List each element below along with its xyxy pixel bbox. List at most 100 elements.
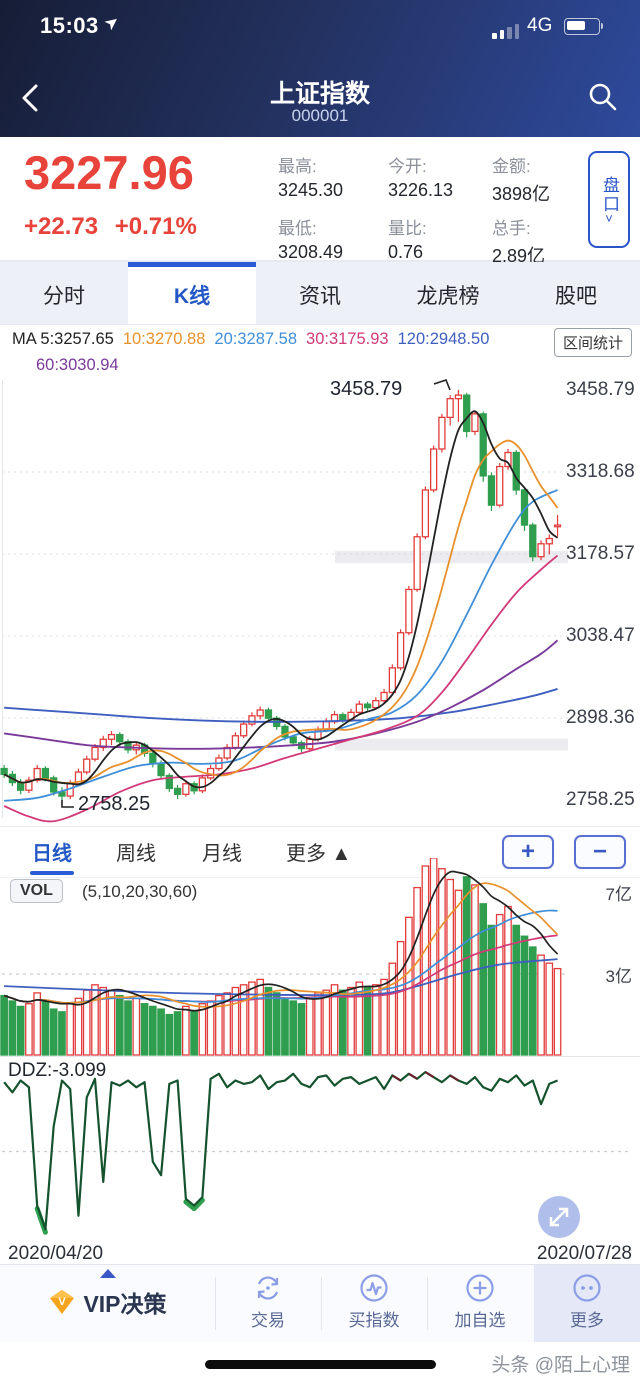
- stat-amount: 金额: 3898亿: [492, 157, 551, 204]
- vol-indicator-button[interactable]: VOL: [10, 879, 63, 903]
- stat-open: 今开: 3226.13: [388, 157, 454, 200]
- bottom-strip: 头条 @陌上心理: [0, 1342, 640, 1385]
- bottom-nav: V VIP决策 交易 买指数 加自选 更多: [0, 1264, 640, 1343]
- tab-forum[interactable]: 股吧: [555, 285, 597, 308]
- period-more[interactable]: 更多 ▲: [286, 843, 352, 865]
- date-axis: 2020/04/20 2020/07/28: [0, 1243, 640, 1264]
- axis-label-3: 3178.57: [566, 543, 635, 564]
- main-tabs: 分时 K线 资讯 龙虎榜 股吧: [0, 262, 640, 325]
- svg-text:V: V: [59, 1296, 67, 1308]
- signal-strength-icon: [492, 23, 519, 39]
- vol-ma-line: [3, 882, 559, 1008]
- stock-code: 000001: [291, 106, 349, 125]
- peak-pointer: [433, 379, 451, 391]
- pankou-button[interactable]: 盘口 ˅: [588, 151, 630, 248]
- nav-label: 更多: [570, 1311, 604, 1330]
- stat-volume-ratio: 量比: 0.76: [388, 219, 427, 262]
- volume-header: VOL (5,10,20,30,60) 7亿: [0, 878, 640, 908]
- back-button[interactable]: [16, 78, 48, 118]
- gap-band: [335, 738, 568, 751]
- search-button[interactable]: [586, 80, 620, 114]
- nav-divider: [427, 1277, 428, 1330]
- ma120-value: 120:2948.50: [397, 330, 490, 348]
- ma60-value: 60:3030.94: [36, 356, 119, 374]
- change-value: +22.73: [24, 213, 99, 240]
- vol-params: (5,10,20,30,60): [82, 882, 198, 901]
- ma-line: [3, 439, 559, 784]
- axis-label-4: 3038.47: [566, 625, 635, 646]
- end-date: 2020/07/28: [536, 1243, 632, 1264]
- zoom-in-button[interactable]: +: [502, 835, 554, 869]
- volume-bars: [0, 858, 562, 1056]
- nav-label: 买指数: [348, 1311, 400, 1330]
- pankou-label: 盘口: [600, 175, 619, 214]
- candles: [0, 390, 562, 801]
- ma10-value: 10:3270.88: [122, 330, 206, 348]
- ma-line: [4, 688, 558, 723]
- volume-axis-max: 7亿: [605, 885, 632, 904]
- expand-icon: [549, 1207, 569, 1227]
- tab-news[interactable]: 资讯: [299, 285, 341, 308]
- page-title: 上证指数: [269, 80, 370, 108]
- period-monthly[interactable]: 月线: [202, 843, 242, 865]
- change-percent: +0.71%: [114, 213, 197, 240]
- vip-decision-button[interactable]: V VIP决策: [0, 1265, 215, 1343]
- ma-legend: MA 5:3257.65 10:3270.88 20:3287.58 30:3175.…: [0, 325, 640, 378]
- fullscreen-button[interactable]: [538, 1196, 580, 1238]
- ddz-value-label: DDZ:-3.099: [8, 1060, 107, 1081]
- axis-label-5: 2898.36: [566, 707, 635, 728]
- location-arrow-icon: ➤: [100, 10, 124, 35]
- battery-icon: [564, 18, 603, 35]
- vip-diamond-icon: V: [50, 1290, 75, 1314]
- current-price: 3227.96: [24, 146, 194, 199]
- nav-item-add-watchlist[interactable]: 加自选: [427, 1265, 533, 1343]
- axis-label-6: 2758.25: [566, 789, 635, 810]
- period-weekly[interactable]: 周线: [116, 843, 156, 865]
- ma5-value: MA 5:3257.65: [12, 330, 114, 348]
- search-icon: [589, 83, 617, 111]
- nav-item-more[interactable]: 更多: [534, 1265, 640, 1343]
- candlestick-chart-svg[interactable]: [0, 374, 640, 824]
- ma20-value: 20:3287.58: [214, 330, 298, 348]
- zoom-out-button[interactable]: −: [574, 835, 626, 869]
- chevron-left-icon: [22, 84, 38, 112]
- peak-annotation: 3458.79: [330, 378, 403, 400]
- price-change: +22.73 +0.71%: [24, 213, 197, 241]
- stat-total-hands: 总手: 2.89亿: [492, 219, 546, 266]
- ma-line: [3, 554, 559, 823]
- axis-label-1: 3458.79: [566, 379, 635, 400]
- volume-chart-svg[interactable]: [0, 858, 640, 1057]
- ma-line: [3, 410, 559, 789]
- ma-line: [4, 489, 558, 802]
- tab-dragon-tiger[interactable]: 龙虎榜: [416, 285, 480, 308]
- plus-icon: [466, 1274, 494, 1302]
- range-stats-button[interactable]: 区间统计: [553, 328, 632, 357]
- vip-label: VIP决策: [83, 1291, 167, 1317]
- status-time: 15:03: [40, 13, 99, 38]
- axis-label-2: 3318.68: [566, 461, 635, 482]
- watermark: 头条 @陌上心理: [491, 1355, 630, 1376]
- period-daily[interactable]: 日线: [30, 837, 74, 875]
- ddz-line: [3, 1070, 558, 1231]
- main-chart[interactable]: 3458.79 3318.68 3178.57 3038.47 2898.36 …: [0, 374, 640, 824]
- tab-kline[interactable]: K线: [128, 262, 256, 324]
- chevron-down-icon: ˅: [605, 210, 613, 226]
- ma-line: [3, 639, 559, 750]
- ddz-chart-svg[interactable]: [0, 1057, 640, 1243]
- nav-label: 加自选: [454, 1311, 506, 1330]
- nav-item-trade[interactable]: 交易: [215, 1265, 321, 1343]
- quote-panel: 3227.96 +22.73 +0.71% 最高: 3245.30 今开: 3226…: [0, 137, 640, 266]
- stat-high: 最高: 3245.30: [278, 157, 344, 200]
- low-pointer: [61, 800, 74, 808]
- vip-expand-arrow-icon: [100, 1269, 116, 1278]
- nav-item-buy-index[interactable]: 买指数: [321, 1265, 427, 1343]
- more-icon: [573, 1274, 601, 1302]
- home-indicator[interactable]: [205, 1360, 436, 1369]
- exchange-icon: [257, 1276, 279, 1300]
- app-header: 15:03 ➤ 4G 上证指数 000001: [0, 0, 640, 137]
- low-annotation: 2758.25: [78, 793, 151, 815]
- nav-divider: [215, 1277, 216, 1330]
- start-date: 2020/04/20: [8, 1243, 104, 1264]
- tab-minute[interactable]: 分时: [43, 285, 85, 308]
- ma30-value: 30:3175.93: [306, 330, 389, 348]
